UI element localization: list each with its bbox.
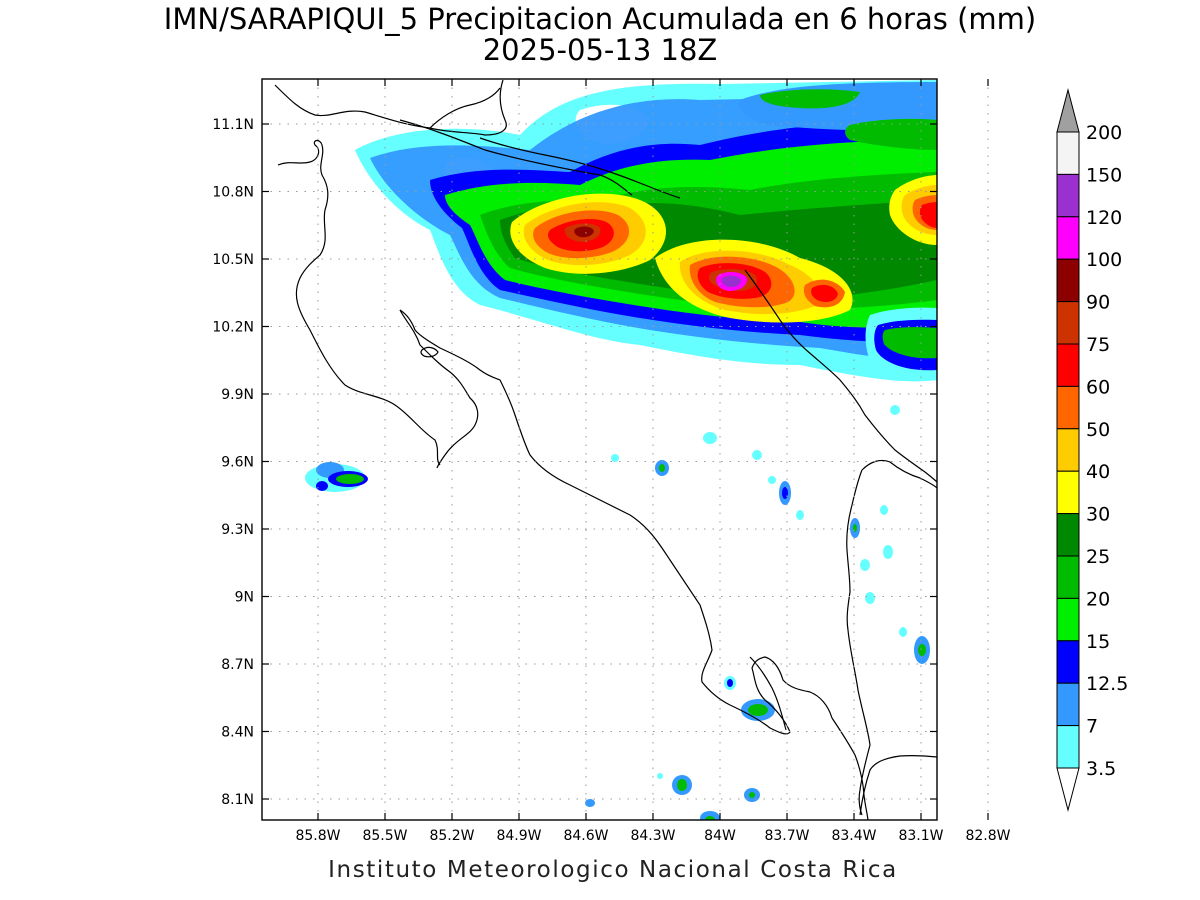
y-tick-label: 10.2N — [212, 320, 254, 336]
colorbar-segment — [1056, 470, 1080, 515]
x-tick-label: 85.5W — [362, 828, 407, 844]
colorbar-segment — [1056, 682, 1080, 727]
x-tick-label: 83.7W — [764, 828, 809, 844]
nicaragua-costa-rica-border — [399, 119, 633, 196]
precipitation-field — [305, 80, 937, 820]
colorbar-segment — [1056, 640, 1080, 684]
map-title: IMN/SARAPIQUI_5 Precipitacion Acumulada … — [164, 2, 1036, 36]
colorbar-bottom-arrow — [1056, 767, 1080, 812]
san-juan-river — [479, 137, 681, 199]
y-tick-label: 8.1N — [221, 792, 254, 808]
map-gridlines — [262, 79, 989, 820]
colorbar-legend: 200 150 120 100 90 75 60 50 40 30 25 20 15 12.5 7 3.5 — [1056, 88, 1128, 812]
y-tick-label: 9N — [235, 590, 254, 606]
x-tick-label: 85.8W — [295, 828, 340, 844]
nicaragua-coast-nw — [274, 79, 507, 136]
guanacaste-coast — [277, 139, 441, 466]
colorbar-segment — [1056, 555, 1080, 599]
colorbar-label: 200 — [1086, 122, 1122, 144]
colorbar-label: 60 — [1086, 376, 1110, 398]
colorbar-segment — [1056, 301, 1080, 345]
colorbar-label: 12.5 — [1086, 673, 1128, 695]
colorbar-segment — [1056, 725, 1080, 769]
x-tick-label: 84.9W — [496, 828, 541, 844]
y-tick-label: 9.9N — [221, 387, 254, 403]
colorbar-label: 75 — [1086, 334, 1110, 356]
colorbar-segment — [1056, 258, 1080, 303]
colorbar-label: 20 — [1086, 588, 1110, 610]
y-tick-label: 10.5N — [212, 252, 254, 268]
colorbar-segment — [1056, 428, 1080, 472]
pacific-central-coast — [399, 309, 833, 735]
colorbar-segment — [1056, 131, 1080, 175]
x-tick-label: 83.4W — [831, 828, 876, 844]
colorbar-label: 150 — [1086, 164, 1122, 186]
colorbar-segment — [1056, 385, 1080, 430]
y-tick-label: 11.1N — [212, 117, 254, 133]
bocas-del-toro-coast — [846, 469, 871, 816]
colorbar-label: 40 — [1086, 461, 1110, 483]
colorbar-label: 50 — [1086, 419, 1110, 441]
colorbar-segment — [1056, 597, 1080, 642]
credit-text: Instituto Meteorologico Nacional Costa R… — [328, 857, 898, 883]
colorbar-label: 90 — [1086, 292, 1110, 314]
colorbar-segment — [1056, 216, 1080, 260]
y-tick-label: 8.4N — [221, 725, 254, 741]
coastlines-and-borders — [274, 79, 937, 820]
x-tick-label: 84W — [704, 828, 736, 844]
south-coast-peninsula — [831, 717, 869, 820]
map-subtitle-datetime: 2025-05-13 18Z — [483, 33, 718, 67]
x-tick-label: 84.3W — [630, 828, 675, 844]
chira-island — [420, 346, 439, 358]
plot-frame — [261, 78, 938, 821]
caribbean-coast — [744, 269, 937, 483]
colorbar-top-arrow — [1056, 88, 1080, 133]
y-tick-label: 8.7N — [221, 657, 254, 673]
longitude-ticks: 85.8W 85.5W 85.2W 84.9W 84.6W 84.3W 84W 83.7W 83… — [295, 79, 1011, 844]
lake-nicaragua-shore — [429, 87, 501, 129]
colorbar-label: 120 — [1086, 207, 1122, 229]
colorbar-label: 15 — [1086, 631, 1110, 653]
x-tick-label: 82.8W — [965, 828, 1010, 844]
y-tick-label: 9.3N — [221, 522, 254, 538]
colorbar-segment — [1056, 173, 1080, 218]
colorbar-label: 100 — [1086, 249, 1122, 271]
colorbar-segment — [1056, 513, 1080, 557]
x-tick-label: 84.6W — [563, 828, 608, 844]
y-tick-label: 10.8N — [212, 185, 254, 201]
panama-border — [749, 656, 787, 731]
colorbar-label: 7 — [1086, 716, 1098, 738]
scattered-cells — [305, 405, 930, 820]
y-tick-label: 9.6N — [221, 455, 254, 471]
x-tick-label: 83.1W — [898, 828, 943, 844]
nicoya-gulf-coast — [399, 309, 479, 469]
colorbar-label: 3.5 — [1086, 758, 1116, 780]
x-tick-label: 85.2W — [429, 828, 474, 844]
colorbar-label: 25 — [1086, 546, 1110, 568]
latitude-ticks: 11.1N 10.8N 10.5N 10.2N 9.9N 9.6N 9.3N 9N 8.7N 8.… — [212, 117, 937, 808]
colorbar-segment — [1056, 343, 1080, 387]
colorbar-label: 30 — [1086, 504, 1110, 526]
